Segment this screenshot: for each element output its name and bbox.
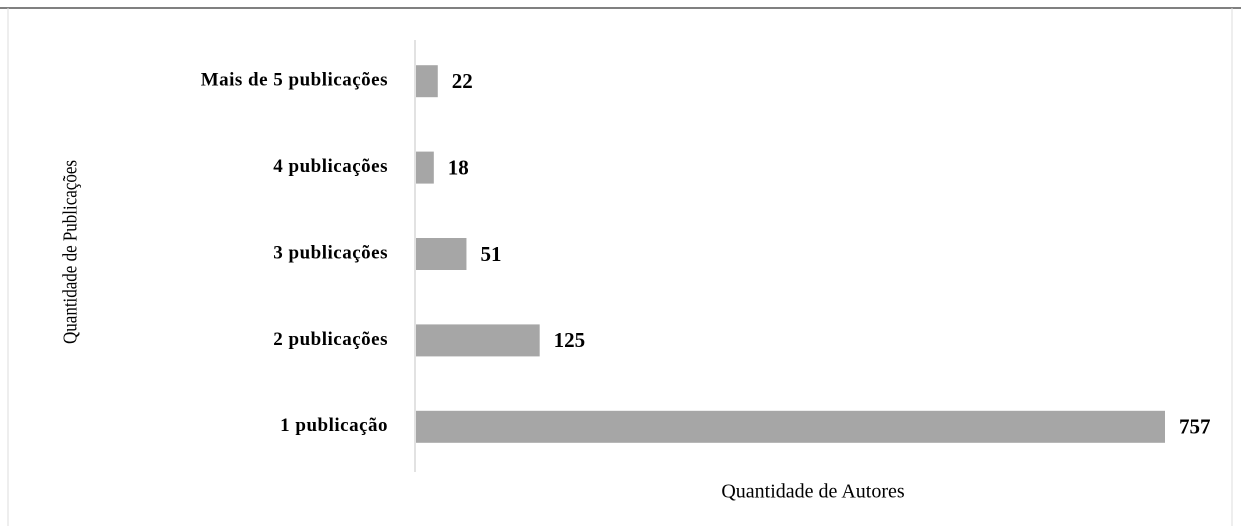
value-label: 22 xyxy=(452,69,473,93)
value-label: 125 xyxy=(554,328,586,352)
category-label: Mais de 5 publicações xyxy=(201,70,388,91)
x-axis-title: Quantidade de Autores xyxy=(721,481,904,503)
value-label: 51 xyxy=(480,242,501,266)
bar xyxy=(416,151,434,184)
category-label: 2 publicações xyxy=(273,329,388,350)
y-axis-title: Quantidade de Publicações xyxy=(59,160,82,344)
bar xyxy=(416,410,1165,443)
category-label: 3 publicações xyxy=(273,242,388,263)
value-label: 757 xyxy=(1179,415,1211,439)
category-label: 4 publicações xyxy=(273,156,388,177)
bar xyxy=(416,324,540,357)
value-label: 18 xyxy=(448,155,469,179)
bar xyxy=(416,65,438,98)
bar xyxy=(416,238,467,270)
category-label: 1 publicação xyxy=(280,415,388,436)
